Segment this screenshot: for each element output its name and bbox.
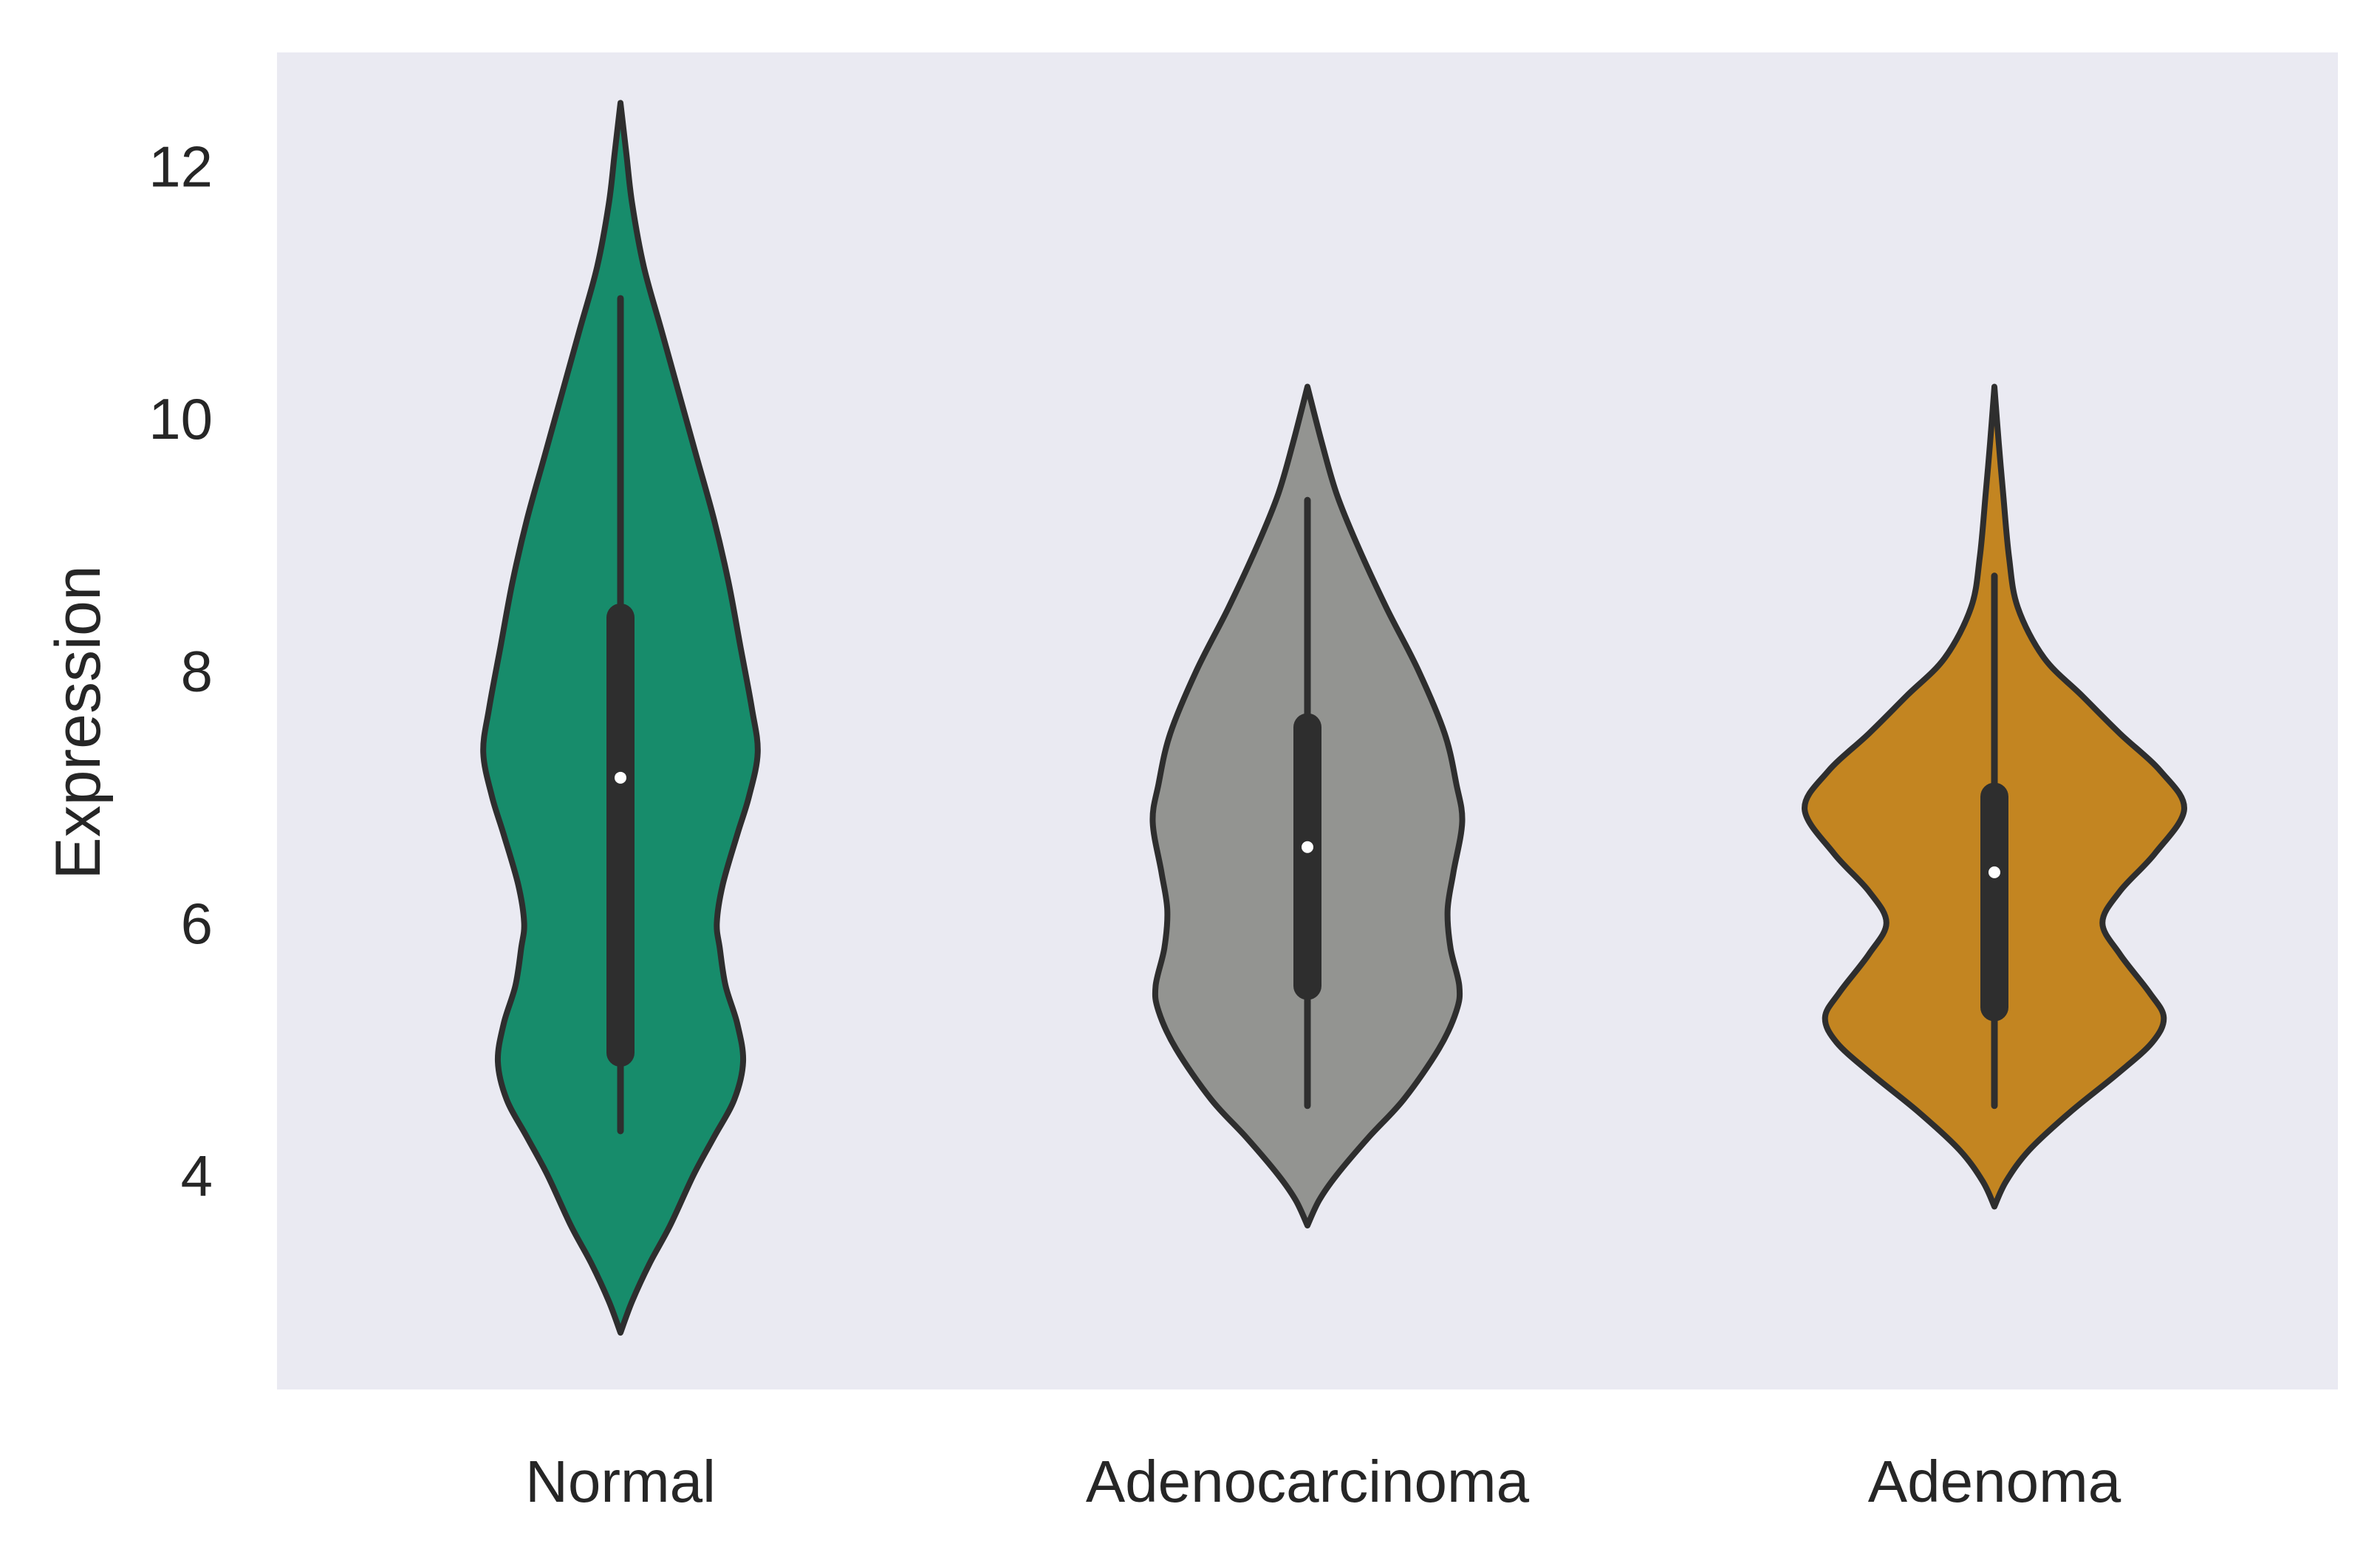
violins-layer — [480, 100, 2187, 1336]
violin-normal — [480, 100, 761, 1336]
violin-median-point — [1989, 866, 2000, 878]
violin-adenoma — [1802, 383, 2187, 1210]
violin-adenocarcinoma — [1149, 383, 1466, 1229]
x-tick-label: Adenoma — [1868, 1449, 2121, 1514]
x-tick-labels: Normal Adenocarcinoma Adenoma — [525, 1449, 2121, 1514]
y-tick-label: 12 — [148, 134, 213, 199]
y-tick-label: 4 — [181, 1144, 213, 1209]
violin-median-point — [1302, 841, 1313, 853]
y-tick-label: 6 — [181, 891, 213, 956]
y-tick-label: 10 — [148, 386, 213, 451]
y-tick-label: 8 — [181, 639, 213, 704]
y-tick-labels: 4 6 8 10 12 — [148, 134, 213, 1209]
x-tick-label: Normal — [525, 1449, 716, 1514]
x-tick-label: Adenocarcinoma — [1086, 1449, 1530, 1514]
y-axis-title: Expression — [43, 565, 114, 879]
violin-median-point — [615, 771, 626, 784]
